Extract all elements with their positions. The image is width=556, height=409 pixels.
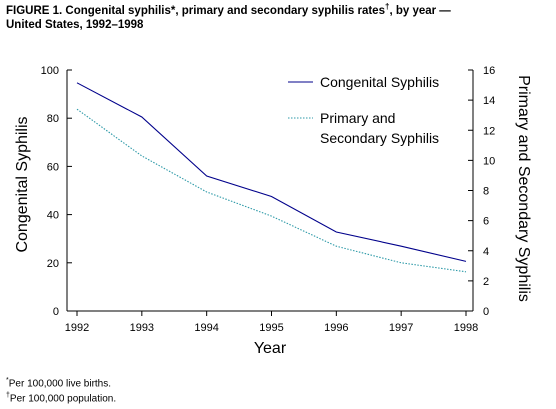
y-right-tick-label: 16 [483, 65, 495, 77]
footnote-live-births-text: Per 100,000 live births. [8, 378, 112, 390]
y-right-tick-label: 8 [483, 186, 489, 198]
y-right-tick-label: 10 [483, 155, 495, 167]
y-right-tick-label: 0 [483, 306, 489, 318]
figure-title-line2: United States, 1992–1998 [6, 19, 144, 31]
dagger-mark: † [6, 392, 10, 400]
y-right-tick-label: 12 [483, 125, 495, 137]
footnote-population: †Per 100,000 population. [6, 390, 116, 405]
y-left-tick-label: 60 [47, 161, 59, 173]
y-left-tick-label: 20 [47, 258, 59, 270]
x-tick-label: 1994 [194, 322, 218, 334]
x-tick-label: 1997 [389, 322, 413, 334]
x-tick-label: 1992 [65, 322, 89, 334]
series-line-primary-secondary [76, 108, 467, 273]
y-right-tick-label: 4 [483, 246, 489, 258]
y-left-tick-label: 80 [47, 113, 59, 125]
asterisk-mark: * [6, 377, 9, 384]
footnotes: *Per 100,000 live births. †Per 100,000 p… [6, 375, 116, 406]
x-tick-label: 1993 [130, 322, 154, 334]
legend-label: Primary and [320, 110, 395, 126]
y-left-axis-title: Congenital Syphilis [14, 116, 31, 252]
y-left-tick-label: 100 [41, 65, 59, 77]
y-right-tick-label: 14 [483, 95, 495, 107]
x-tick-label: 1995 [259, 322, 283, 334]
y-right-axis-title: Primary and Secondary Syphilis [515, 75, 532, 302]
legend-label: Secondary Syphilis [320, 130, 439, 146]
y-left-tick-label: 40 [47, 210, 59, 222]
x-tick-label: 1998 [454, 322, 478, 334]
x-tick-label: 1996 [324, 322, 348, 334]
y-right-tick-label: 2 [483, 276, 489, 288]
footnote-live-births: *Per 100,000 live births. [6, 375, 116, 390]
series-line-congenital [76, 82, 467, 262]
footnote-population-text: Per 100,000 population. [9, 393, 117, 405]
x-axis-title: Year [254, 340, 287, 357]
legend-label: Congenital Syphilis [320, 74, 439, 90]
figure-title-tail: , by year — [389, 5, 451, 17]
figure-title-main: FIGURE 1. Congenital syphilis*, primary … [6, 5, 385, 17]
y-right-tick-label: 6 [483, 216, 489, 228]
dagger-mark: † [384, 2, 390, 12]
y-left-tick-label: 0 [53, 306, 59, 318]
figure-title: FIGURE 1. Congenital syphilis*, primary … [6, 2, 551, 32]
